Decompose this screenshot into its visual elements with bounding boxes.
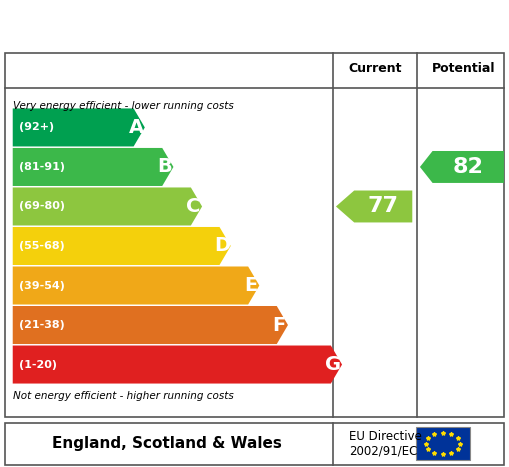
Text: (21-38): (21-38) [19, 320, 65, 330]
Text: Not energy efficient - higher running costs: Not energy efficient - higher running co… [13, 391, 234, 401]
Polygon shape [336, 191, 412, 222]
Polygon shape [13, 306, 288, 344]
Text: Energy Efficiency Rating: Energy Efficiency Rating [10, 14, 317, 35]
Polygon shape [13, 148, 174, 186]
Polygon shape [13, 227, 231, 265]
Text: England, Scotland & Wales: England, Scotland & Wales [52, 436, 281, 451]
Text: (55-68): (55-68) [19, 241, 65, 251]
Text: B: B [157, 157, 172, 177]
Text: 77: 77 [367, 197, 399, 217]
Polygon shape [420, 151, 504, 183]
Text: Very energy efficient - lower running costs: Very energy efficient - lower running co… [13, 101, 234, 111]
Text: Current: Current [349, 62, 402, 75]
Text: (69-80): (69-80) [19, 201, 65, 212]
Text: (39-54): (39-54) [19, 281, 65, 290]
Text: D: D [214, 236, 230, 255]
Text: EU Directive
2002/91/EC: EU Directive 2002/91/EC [349, 430, 421, 458]
Polygon shape [13, 187, 202, 226]
Text: (92+): (92+) [19, 122, 54, 133]
Text: F: F [273, 316, 286, 334]
Text: (81-91): (81-91) [19, 162, 65, 172]
Text: 82: 82 [453, 157, 484, 177]
Text: (1-20): (1-20) [19, 360, 57, 369]
Text: A: A [129, 118, 144, 137]
Text: E: E [244, 276, 258, 295]
Text: G: G [325, 355, 342, 374]
Polygon shape [13, 346, 342, 383]
Text: C: C [186, 197, 201, 216]
FancyBboxPatch shape [416, 427, 469, 460]
Text: Potential: Potential [432, 62, 495, 75]
Polygon shape [13, 267, 260, 304]
Polygon shape [13, 108, 145, 147]
